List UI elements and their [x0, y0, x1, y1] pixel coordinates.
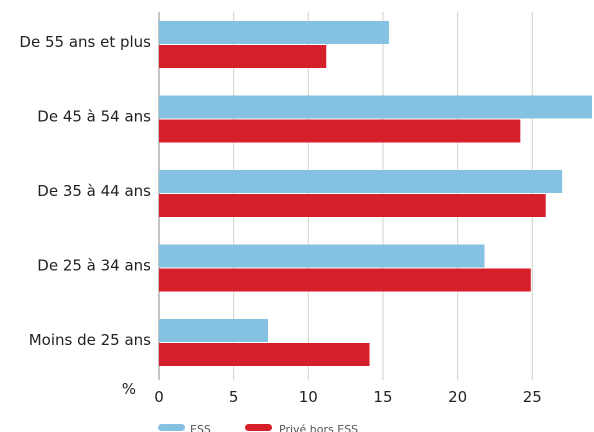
legend: ESS Privé hors ESS — [158, 423, 358, 432]
legend-label: ESS — [190, 423, 211, 432]
bar-ess-1 — [159, 95, 592, 119]
bar-ess-3 — [159, 244, 485, 268]
category-label: De 35 à 44 ans — [37, 182, 151, 200]
bar-prive-0 — [159, 45, 327, 68]
category-labels: De 55 ans et plus De 45 à 54 ans De 35 à 4… — [19, 33, 151, 349]
legend-swatch-ess — [158, 424, 185, 431]
x-tick-label: 5 — [229, 388, 239, 406]
category-label: De 55 ans et plus — [19, 33, 151, 51]
category-label: De 45 à 54 ans — [37, 108, 151, 126]
x-tick-labels: 0 5 10 15 20 25 — [154, 388, 542, 406]
category-label: Moins de 25 ans — [29, 331, 151, 349]
x-tick-label: 15 — [373, 388, 392, 406]
bar-ess-2 — [159, 170, 563, 193]
x-tick-label: 0 — [154, 388, 164, 406]
category-label: De 25 à 34 ans — [37, 257, 151, 275]
x-tick-label: 25 — [523, 388, 542, 406]
legend-label: Privé hors ESS — [279, 423, 358, 432]
bars — [159, 21, 592, 366]
bar-ess-4 — [159, 319, 268, 342]
bar-prive-1 — [159, 119, 521, 143]
bar-prive-3 — [159, 268, 531, 292]
bar-prive-2 — [159, 194, 546, 217]
x-unit-label: % — [122, 380, 136, 398]
bar-prive-4 — [159, 343, 370, 366]
x-tick-label: 20 — [448, 388, 467, 406]
legend-swatch-prive — [245, 424, 272, 431]
x-tick-label: 10 — [299, 388, 318, 406]
bar-ess-0 — [159, 21, 389, 44]
